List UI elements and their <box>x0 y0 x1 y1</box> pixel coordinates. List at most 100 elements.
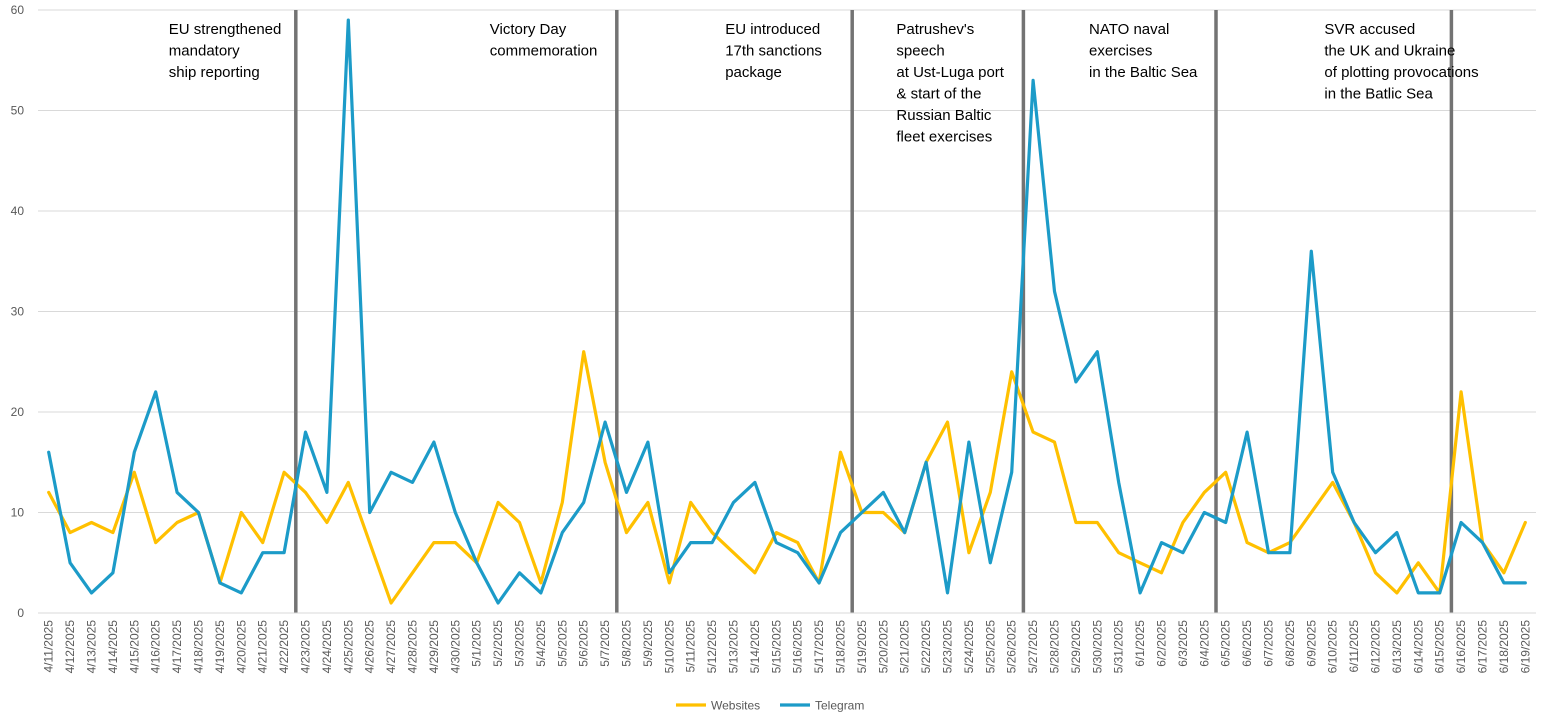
event-annotation-line: package <box>725 64 782 81</box>
event-annotation-line: SVR accused <box>1324 21 1415 38</box>
y-tick-label: 30 <box>11 305 25 319</box>
x-tick-label: 5/30/2025 <box>1090 620 1104 674</box>
x-tick-label: 4/29/2025 <box>427 620 441 674</box>
x-tick-label: 5/19/2025 <box>855 620 869 674</box>
x-tick-label: 6/8/2025 <box>1283 620 1297 667</box>
y-tick-label: 60 <box>11 3 25 17</box>
x-tick-label: 6/12/2025 <box>1369 620 1383 674</box>
series-line-telegram <box>47 18 1527 605</box>
x-tick-label: 5/9/2025 <box>641 620 655 667</box>
y-tick-label: 20 <box>11 405 25 419</box>
event-annotation-line: exercises <box>1089 43 1152 60</box>
x-tick-label: 5/22/2025 <box>919 620 933 674</box>
x-tick-label: 4/25/2025 <box>341 620 355 674</box>
event-annotation-line: ship reporting <box>169 64 260 81</box>
x-tick-label: 5/29/2025 <box>1069 620 1083 674</box>
x-tick-label: 4/13/2025 <box>85 620 99 674</box>
x-tick-label: 6/2/2025 <box>1155 620 1169 667</box>
event-annotation-line: fleet exercises <box>896 129 992 146</box>
event-annotation-line: EU strengthened <box>169 21 282 38</box>
x-tick-label: 5/21/2025 <box>898 620 912 674</box>
x-tick-label: 5/16/2025 <box>791 620 805 674</box>
x-tick-label: 4/28/2025 <box>406 620 420 674</box>
event-annotation-line: at Ust-Luga port <box>896 64 1004 81</box>
event-annotation-line: in the Baltic Sea <box>1089 64 1198 81</box>
x-tick-label: 5/17/2025 <box>812 620 826 674</box>
event-annotation-line: Patrushev's <box>896 21 974 38</box>
x-tick-label: 4/26/2025 <box>363 620 377 674</box>
x-tick-label: 6/6/2025 <box>1240 620 1254 667</box>
x-tick-label: 6/13/2025 <box>1390 620 1404 674</box>
x-tick-label: 4/30/2025 <box>448 620 462 674</box>
event-annotation-line: in the Batlic Sea <box>1324 86 1433 103</box>
x-tick-label: 6/7/2025 <box>1262 620 1276 667</box>
x-tick-label: 6/4/2025 <box>1197 620 1211 667</box>
event-annotation-line: Victory Day <box>490 21 567 38</box>
x-tick-label: 4/12/2025 <box>63 620 77 674</box>
x-tick-label: 5/26/2025 <box>1005 620 1019 674</box>
x-tick-label: 6/9/2025 <box>1304 620 1318 667</box>
x-tick-label: 5/4/2025 <box>534 620 548 667</box>
y-tick-label: 0 <box>17 606 24 620</box>
x-tick-label: 5/8/2025 <box>620 620 634 667</box>
event-annotation-line: commemoration <box>490 43 598 60</box>
event-annotation-line: EU introduced <box>725 21 820 38</box>
legend-label-websites: Websites <box>711 699 760 713</box>
x-tick-label: 5/6/2025 <box>577 620 591 667</box>
x-tick-label: 4/23/2025 <box>299 620 313 674</box>
y-tick-label: 50 <box>11 104 25 118</box>
legend-label-telegram: Telegram <box>815 699 864 713</box>
x-tick-label: 6/19/2025 <box>1518 620 1532 674</box>
series-line-websites <box>47 350 1527 605</box>
x-tick-label: 5/28/2025 <box>1048 620 1062 674</box>
event-annotation-line: & start of the <box>896 86 981 103</box>
x-tick-label: 4/15/2025 <box>127 620 141 674</box>
x-tick-label: 5/23/2025 <box>941 620 955 674</box>
x-tick-label: 5/12/2025 <box>705 620 719 674</box>
x-tick-label: 4/20/2025 <box>234 620 248 674</box>
x-tick-label: 4/18/2025 <box>192 620 206 674</box>
x-tick-label: 5/24/2025 <box>962 620 976 674</box>
x-tick-label: 6/18/2025 <box>1497 620 1511 674</box>
x-tick-label: 5/25/2025 <box>983 620 997 674</box>
x-tick-label: 6/3/2025 <box>1176 620 1190 667</box>
event-annotation-line: Russian Baltic <box>896 107 992 124</box>
y-tick-label: 40 <box>11 204 25 218</box>
x-tick-label: 6/17/2025 <box>1476 620 1490 674</box>
x-tick-label: 5/2/2025 <box>491 620 505 667</box>
x-tick-label: 4/27/2025 <box>384 620 398 674</box>
x-tick-label: 6/1/2025 <box>1133 620 1147 667</box>
x-tick-label: 6/14/2025 <box>1411 620 1425 674</box>
x-tick-label: 4/14/2025 <box>106 620 120 674</box>
event-annotation-line: speech <box>896 43 944 60</box>
event-annotation-line: mandatory <box>169 43 240 60</box>
x-tick-label: 4/17/2025 <box>170 620 184 674</box>
event-annotation-line: of plotting provocations <box>1324 64 1478 81</box>
x-tick-label: 4/16/2025 <box>149 620 163 674</box>
x-tick-label: 6/11/2025 <box>1347 620 1361 673</box>
event-annotation-line: the UK and Ukraine <box>1324 43 1455 60</box>
x-tick-label: 4/24/2025 <box>320 620 334 674</box>
x-tick-label: 5/15/2025 <box>769 620 783 674</box>
event-annotation-line: 17th sanctions <box>725 43 822 60</box>
x-tick-label: 6/10/2025 <box>1326 620 1340 674</box>
x-tick-label: 4/21/2025 <box>256 620 270 674</box>
x-tick-label: 4/19/2025 <box>213 620 227 674</box>
x-tick-label: 6/15/2025 <box>1433 620 1447 674</box>
x-tick-label: 4/11/2025 <box>42 620 56 673</box>
x-tick-label: 5/20/2025 <box>876 620 890 674</box>
x-tick-label: 5/18/2025 <box>834 620 848 674</box>
x-tick-label: 5/10/2025 <box>662 620 676 674</box>
x-tick-label: 5/11/2025 <box>684 620 698 673</box>
x-tick-label: 5/14/2025 <box>748 620 762 674</box>
y-tick-label: 10 <box>11 506 25 520</box>
x-tick-label: 6/5/2025 <box>1219 620 1233 667</box>
x-tick-label: 5/27/2025 <box>1026 620 1040 674</box>
event-annotation-line: NATO naval <box>1089 21 1169 38</box>
x-tick-label: 5/1/2025 <box>470 620 484 667</box>
x-tick-label: 5/13/2025 <box>727 620 741 674</box>
x-tick-label: 5/3/2025 <box>513 620 527 667</box>
x-tick-label: 6/16/2025 <box>1454 620 1468 674</box>
